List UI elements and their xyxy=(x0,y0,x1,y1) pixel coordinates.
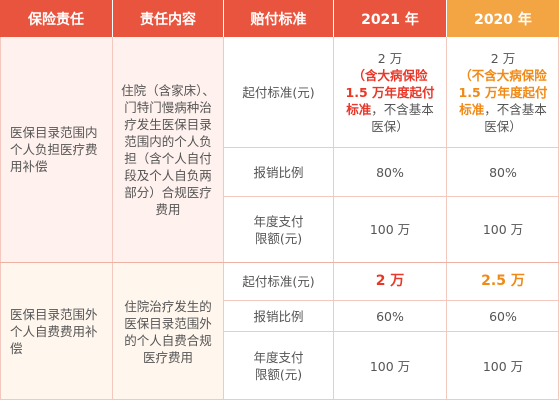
section1-liability: 医保目录范围内个人负担医疗费用补偿 xyxy=(0,37,112,262)
s1-row1-2021-highlight: （含大病保险 1.5 万年度起付标准 xyxy=(345,67,435,117)
s1-row1-2020: 2 万 （不含大病保险 1.5 万年度起付标准，不含基本医保） xyxy=(447,37,559,147)
divider xyxy=(0,262,559,263)
section2-liability-text: 医保目录范围外个人自费费用补偿 xyxy=(10,307,98,356)
s1-row1-2020-amount: 2 万 xyxy=(490,50,516,66)
s1-row1-standard-text: 起付标准(元) xyxy=(242,84,315,100)
s1-row2-2021: 80% xyxy=(376,164,404,180)
s2-row2-2021: 60% xyxy=(376,308,404,324)
s1-row2-standard-text: 报销比例 xyxy=(253,164,304,180)
s2-row1-2021: 2 万 xyxy=(375,273,405,289)
s1-row3-2020: 100 万 xyxy=(482,222,524,237)
s1-row3-standard: 年度支付限额(元) xyxy=(224,197,333,262)
divider xyxy=(0,37,1,400)
divider xyxy=(223,37,224,400)
divider xyxy=(112,37,113,400)
section2-liability: 医保目录范围外个人自费费用补偿 xyxy=(0,263,112,400)
header-2020: 2020 年 xyxy=(447,0,559,37)
section1-content: 住院（含家床）、门特门慢病种治疗发生医保目录范围内的个人负担（含个人自付段及个人… xyxy=(113,37,223,262)
s2-row3-standard: 年度支付限额(元) xyxy=(224,332,333,400)
header-liability: 保险责任 xyxy=(0,0,112,37)
s2-row2-2020: 60% xyxy=(489,308,517,324)
s1-row1-2020-highlight: （不含大病保险 1.5 万年度起付标准 xyxy=(458,67,548,117)
s1-row2-standard: 报销比例 xyxy=(224,148,333,196)
divider xyxy=(446,37,447,400)
divider xyxy=(224,147,559,148)
s1-row3-2021: 100 万 xyxy=(369,222,411,237)
section2-content: 住院治疗发生的医保目录范围外的个人自费合规医疗费用 xyxy=(113,263,223,400)
header-standard: 赔付标准 xyxy=(224,0,333,37)
s2-row1-standard-text: 起付标准(元) xyxy=(242,274,315,289)
header-2021: 2021 年 xyxy=(334,0,446,37)
header-content: 责任内容 xyxy=(113,0,223,37)
s1-row1-2020-tail: ，不含基本医保） xyxy=(484,101,547,134)
s2-row1-standard: 起付标准(元) xyxy=(224,263,333,300)
section2-content-text: 住院治疗发生的医保目录范围外的个人自费合规医疗费用 xyxy=(124,298,212,365)
divider xyxy=(224,300,559,301)
s2-row2-standard: 报销比例 xyxy=(224,301,333,331)
s1-row1-2021-amount: 2 万 xyxy=(377,50,403,66)
s1-row3-standard-text: 年度支付限额(元) xyxy=(253,213,304,246)
s1-row1-2021: 2 万 （含大病保险 1.5 万年度起付标准，不含基本医保） xyxy=(334,37,446,147)
s2-row3-standard-text: 年度支付限额(元) xyxy=(253,350,304,382)
divider xyxy=(224,196,559,197)
divider xyxy=(333,37,334,400)
section1-content-text: 住院（含家床）、门特门慢病种治疗发生医保目录范围内的个人负担（含个人自付段及个人… xyxy=(121,82,215,217)
s1-row1-standard: 起付标准(元) xyxy=(224,37,333,147)
s2-row3-2021: 100 万 xyxy=(369,358,411,374)
divider xyxy=(224,331,559,332)
s2-row3-2020: 100 万 xyxy=(482,358,524,374)
s2-row1-2020: 2.5 万 xyxy=(481,273,525,289)
section1-liability-text: 医保目录范围内个人负担医疗费用补偿 xyxy=(10,125,98,174)
s2-row2-standard-text: 报销比例 xyxy=(253,308,304,324)
s1-row2-2020: 80% xyxy=(489,164,517,180)
s1-row1-2021-tail: ，不含基本医保） xyxy=(371,101,434,134)
